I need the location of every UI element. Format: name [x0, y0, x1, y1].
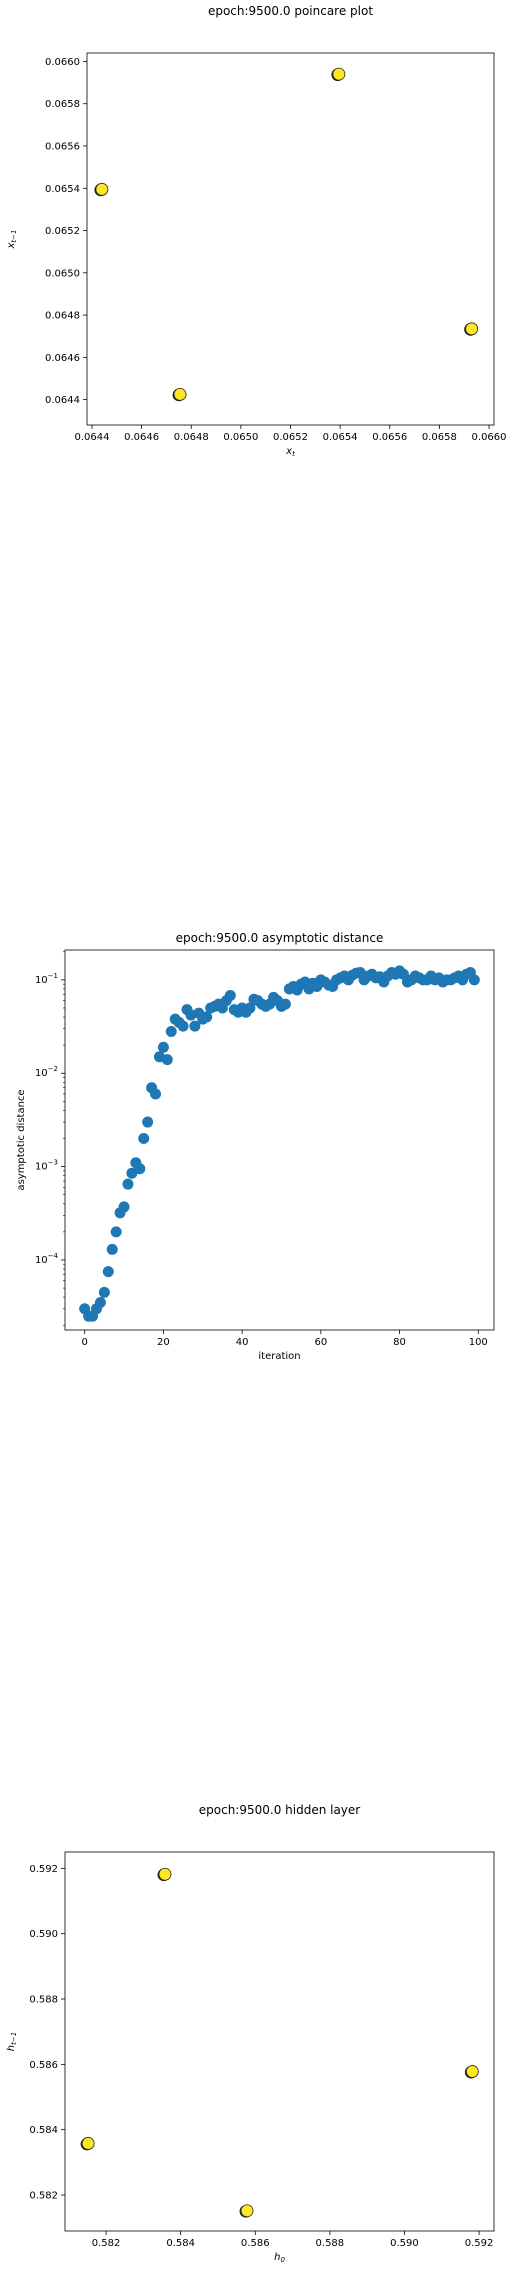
- x-tick-label: 0.0660: [472, 432, 507, 443]
- y-axis-label: xt−1: [6, 230, 18, 250]
- y-tick-label: 0.0654: [45, 184, 80, 195]
- scatter-point: [189, 1020, 201, 1032]
- scatter-point: [118, 1201, 130, 1213]
- x-tick-label: 0.0652: [273, 432, 308, 443]
- chart-title: epoch:9500.0 poincare plot: [208, 4, 373, 18]
- x-tick-label: 100: [469, 1337, 488, 1348]
- x-tick-label: 0.0646: [124, 432, 159, 443]
- scatter-point: [173, 387, 187, 401]
- x-tick-label: 40: [236, 1337, 249, 1348]
- scatter-point: [201, 1011, 213, 1023]
- y-tick-label: 0.584: [29, 2125, 58, 2136]
- y-tick-label: 0.592: [29, 1864, 58, 1875]
- y-tick-label: 0.0660: [45, 57, 80, 68]
- chart-2: epoch:9500.0 asymptotic distance 0 20 40 60 8…: [16, 931, 495, 1362]
- scatter-point: [150, 1088, 162, 1100]
- x-tick-label: 0.588: [316, 2238, 345, 2249]
- y-tick-label: 0.0656: [45, 142, 80, 153]
- x-tick-label: 0.0644: [74, 432, 109, 443]
- chart-1: epoch:9500.0 poincare plot 0.0644 0.0646 0.…: [6, 4, 507, 458]
- axes-frame: [64, 949, 495, 1331]
- x-tick-label: 0.582: [92, 2238, 121, 2249]
- x-tick-label: 0.590: [390, 2238, 419, 2249]
- scatter-point: [465, 322, 479, 336]
- x-tick-label: 20: [157, 1337, 170, 1348]
- x-tick-label: 0.584: [166, 2238, 195, 2249]
- x-tick-label: 0.0650: [223, 432, 258, 443]
- y-tick-label: 0.0658: [45, 99, 80, 110]
- x-axis-label: xt: [285, 446, 295, 458]
- scatter-point: [94, 1297, 106, 1309]
- scatter-point: [134, 1163, 146, 1175]
- y-tick-label: 0.0650: [45, 268, 80, 279]
- y-tick-label: 0.0648: [45, 311, 80, 322]
- scatter-point: [158, 1867, 172, 1881]
- scatter-point: [244, 1002, 256, 1014]
- y-tick-label: 10−4: [35, 1252, 59, 1266]
- x-axis-label: iteration: [258, 1351, 300, 1362]
- y-axis-label: ht−1: [6, 2032, 18, 2051]
- scatter-point: [465, 2065, 479, 2078]
- x-tick-label: 0.592: [465, 2238, 494, 2249]
- scatter-point: [157, 1041, 169, 1053]
- x-axis-label: h0: [274, 2252, 285, 2264]
- x-tick-label: 0.0648: [174, 432, 209, 443]
- y-tick-label: 0.0652: [45, 226, 80, 237]
- scatter-point: [468, 974, 480, 986]
- chart-3: epoch:9500.0 hidden layer 0.582 0.584 0.586…: [6, 1803, 495, 2264]
- x-tick-label: 0.0656: [372, 432, 407, 443]
- x-tick-label: 60: [314, 1337, 327, 1348]
- axes-frame: [64, 1851, 495, 2232]
- scatter-point: [98, 1286, 110, 1298]
- scatter-point: [102, 1266, 114, 1278]
- scatter-point: [138, 1133, 150, 1145]
- x-tick-label: 0.586: [241, 2238, 270, 2249]
- axes-frame: [86, 52, 495, 426]
- scatter-point: [81, 2137, 95, 2150]
- scatter-point: [279, 998, 291, 1010]
- scatter-point: [142, 1116, 154, 1128]
- scatter-point: [165, 1025, 177, 1037]
- y-tick-label: 10−1: [35, 972, 58, 986]
- y-tick-label: 0.588: [29, 1995, 58, 2006]
- scatter-point: [161, 1054, 173, 1066]
- chart-title: epoch:9500.0 asymptotic distance: [176, 931, 384, 945]
- y-tick-label: 0.0644: [45, 395, 80, 406]
- y-tick-label: 0.0646: [45, 353, 80, 364]
- x-tick-label: 0.0654: [323, 432, 358, 443]
- y-axis-label: asymptotic distance: [16, 1089, 27, 1190]
- scatter-point: [122, 1178, 134, 1190]
- x-tick-label: 0.0658: [422, 432, 457, 443]
- x-tick-label: 80: [393, 1337, 406, 1348]
- scatter-point: [95, 182, 109, 196]
- scatter-point: [224, 990, 236, 1002]
- scatter-point: [332, 67, 346, 81]
- scatter-point: [106, 1243, 118, 1255]
- y-tick-label: 0.582: [29, 2191, 58, 2202]
- scatter-point: [177, 1020, 189, 1032]
- chart-title: epoch:9500.0 hidden layer: [199, 1803, 361, 1817]
- scatter-point: [110, 1226, 122, 1238]
- x-tick-label: 0: [81, 1337, 87, 1348]
- y-tick-label: 10−2: [35, 1065, 58, 1079]
- y-tick-label: 0.590: [29, 1929, 58, 1940]
- scatter-point: [240, 2204, 254, 2218]
- y-tick-label: 10−3: [35, 1159, 58, 1173]
- y-tick-label: 0.586: [29, 2060, 58, 2071]
